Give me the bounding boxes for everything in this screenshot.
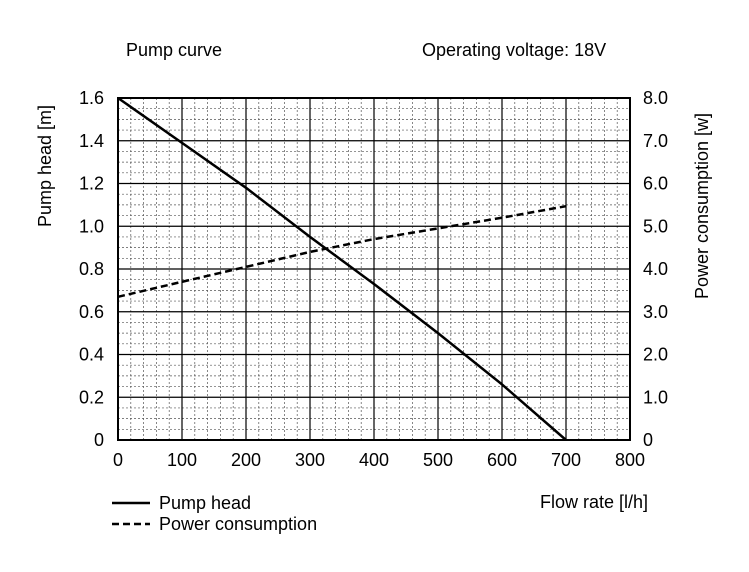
y-left-tick-label: 0.4 xyxy=(79,345,104,365)
y-right-axis-label: Power consumption [w] xyxy=(692,113,712,299)
x-tick-label: 400 xyxy=(359,450,389,470)
x-tick-label: 100 xyxy=(167,450,197,470)
chart-subtitle: Operating voltage: 18V xyxy=(422,40,606,60)
x-tick-label: 700 xyxy=(551,450,581,470)
x-tick-label: 800 xyxy=(615,450,645,470)
y-right-tick-label: 8.0 xyxy=(643,88,668,108)
y-right-tick-label: 3.0 xyxy=(643,302,668,322)
y-left-tick-label: 1.4 xyxy=(79,131,104,151)
x-tick-label: 600 xyxy=(487,450,517,470)
chart-title: Pump curve xyxy=(126,40,222,60)
y-left-tick-label: 0.2 xyxy=(79,387,104,407)
y-left-tick-label: 1.6 xyxy=(79,88,104,108)
legend-label-pump-head: Pump head xyxy=(159,493,251,513)
legend: Pump head Power consumption xyxy=(112,493,317,534)
plot-frame xyxy=(117,97,631,441)
y-left-tick-label: 1.2 xyxy=(79,174,104,194)
y-right-tick-label: 4.0 xyxy=(643,259,668,279)
grid xyxy=(118,98,630,440)
y-right-tick-label: 1.0 xyxy=(643,387,668,407)
y-left-tick-label: 0 xyxy=(94,430,104,450)
y-right-tick-label: 0 xyxy=(643,430,653,450)
series-line-power-consumption xyxy=(117,204,567,299)
x-tick-label: 200 xyxy=(231,450,261,470)
y-right-tick-label: 5.0 xyxy=(643,216,668,236)
series-line-pump-head xyxy=(117,96,567,441)
y-left-tick-label: 1.0 xyxy=(79,216,104,236)
y-right-tick-label: 6.0 xyxy=(643,174,668,194)
y-left-tick-label: 0.6 xyxy=(79,302,104,322)
y-left-axis-label: Pump head [m] xyxy=(35,105,55,227)
y-right-tick-label: 7.0 xyxy=(643,131,668,151)
legend-label-power-consumption: Power consumption xyxy=(159,514,317,534)
y-right-tick-label: 2.0 xyxy=(643,345,668,365)
x-axis-label: Flow rate [l/h] xyxy=(540,492,648,512)
y-left-tick-label: 0.8 xyxy=(79,259,104,279)
x-tick-label: 0 xyxy=(113,450,123,470)
x-tick-label: 300 xyxy=(295,450,325,470)
x-tick-label: 500 xyxy=(423,450,453,470)
curves xyxy=(117,96,567,441)
tick-labels: 0 100 200 300 400 500 600 700 80000.20.40.60.81.… xyxy=(79,88,668,470)
